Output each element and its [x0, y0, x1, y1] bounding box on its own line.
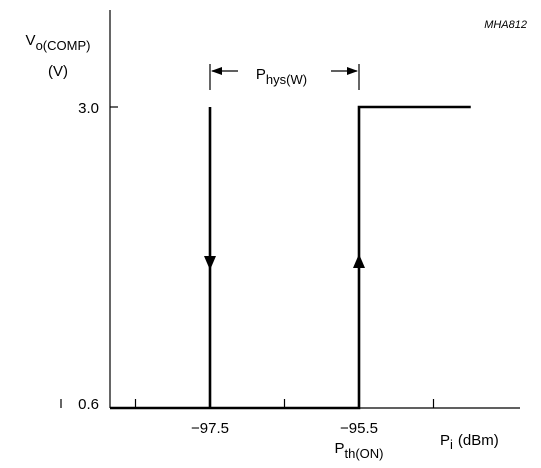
series-line-0	[110, 105, 471, 410]
y-tick-label-3.0: 3.0	[78, 100, 99, 117]
hys-arrow-left	[211, 67, 222, 75]
figure-code: MHA812	[484, 19, 527, 31]
x-tick-label--95.5: −95.5	[340, 420, 378, 437]
x-tick-label--97.5: −97.5	[191, 420, 229, 437]
direction-arrows	[204, 254, 365, 270]
hysteresis-annotation	[209, 64, 360, 90]
hysteresis-label: Phys(W)	[256, 66, 307, 87]
y-tick-label-0.6: 0.6	[78, 396, 99, 413]
hys-arrow-right	[347, 67, 358, 75]
arrow-down	[204, 256, 216, 270]
threshold-label: Pth(ON)	[334, 440, 383, 461]
x-axis-label: Pi (dBm)	[440, 432, 499, 452]
series-lines	[110, 105, 471, 410]
arrow-up	[353, 254, 365, 268]
axes	[109, 10, 520, 409]
tick-marks	[60, 106, 435, 409]
y-axis-unit: (V)	[48, 63, 68, 80]
y-axis-label: Vo(COMP)	[26, 32, 91, 53]
